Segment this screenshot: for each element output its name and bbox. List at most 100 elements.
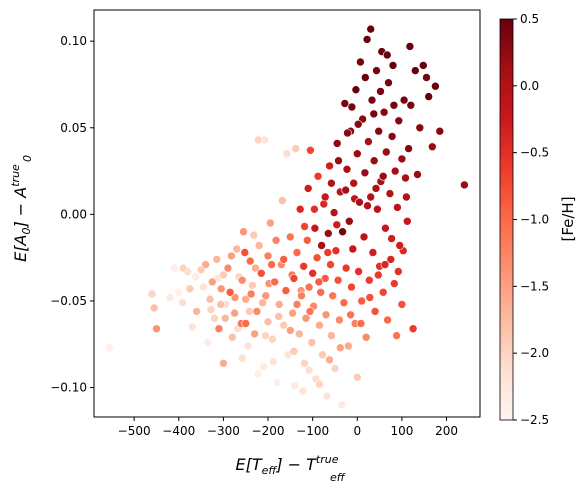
- colorbar-tick-label: −1.5: [520, 279, 549, 293]
- data-point: [325, 355, 334, 365]
- data-point: [272, 378, 282, 387]
- y-axis-label-mid: ] − A: [11, 187, 30, 229]
- y-tick-label: −0.10: [50, 381, 87, 395]
- data-point: [343, 128, 352, 138]
- data-point: [274, 300, 284, 309]
- data-point: [331, 246, 341, 255]
- y-axis-label: E[A0] − Atrue: [9, 164, 33, 262]
- data-point: [230, 293, 240, 302]
- data-point: [241, 294, 250, 304]
- data-point: [351, 85, 361, 94]
- data-point: [295, 204, 305, 214]
- x-tick-label: −100: [296, 424, 329, 438]
- data-point: [248, 281, 257, 290]
- data-point: [225, 287, 235, 297]
- data-point: [427, 142, 437, 152]
- data-point: [297, 291, 306, 301]
- data-point: [322, 391, 332, 401]
- data-point: [321, 310, 331, 320]
- data-point: [418, 61, 428, 70]
- data-point: [187, 322, 197, 332]
- data-point: [323, 229, 333, 238]
- data-point: [371, 184, 381, 193]
- data-point: [341, 185, 351, 195]
- data-point: [394, 116, 404, 126]
- y-tick-label: 0.10: [60, 34, 87, 48]
- data-point: [320, 192, 330, 202]
- data-point: [292, 248, 302, 257]
- data-point: [372, 66, 381, 75]
- data-point: [310, 223, 320, 233]
- data-point: [253, 135, 263, 145]
- data-point: [245, 256, 255, 266]
- data-point: [259, 362, 268, 372]
- data-point: [228, 332, 237, 342]
- data-point: [374, 126, 384, 136]
- data-point: [268, 334, 277, 344]
- data-point: [389, 101, 399, 110]
- data-point: [338, 227, 347, 236]
- data-point: [240, 248, 250, 257]
- colorbar-ticks: −2.5 −2.0 −1.5 −1.0 −0.5 0.0 0.5: [513, 12, 549, 427]
- data-point: [385, 189, 395, 198]
- x-tick-label: −300: [207, 424, 240, 438]
- data-point: [291, 144, 301, 153]
- data-point: [206, 305, 216, 314]
- data-point: [192, 307, 201, 316]
- data-point: [349, 178, 359, 188]
- data-point: [356, 57, 365, 67]
- data-point: [205, 294, 215, 304]
- data-point: [227, 251, 236, 261]
- colorbar-tick-label: −2.0: [520, 346, 549, 360]
- data-point: [393, 203, 402, 212]
- data-point: [279, 320, 289, 330]
- data-point: [364, 275, 374, 285]
- data-point: [346, 310, 355, 320]
- data-point: [270, 277, 280, 287]
- data-point: [170, 263, 179, 273]
- data-point: [435, 126, 445, 136]
- data-point: [152, 324, 161, 334]
- data-point: [252, 307, 262, 316]
- data-point: [285, 326, 295, 335]
- data-point: [431, 81, 440, 91]
- data-point: [402, 192, 411, 202]
- data-point: [356, 319, 366, 328]
- data-point: [304, 282, 314, 292]
- x-axis-label-sub: eff: [262, 464, 278, 477]
- data-point: [281, 286, 291, 295]
- data-point: [405, 42, 415, 51]
- data-point: [147, 289, 157, 299]
- data-point: [245, 307, 254, 316]
- data-point: [353, 120, 363, 129]
- y-axis-ticks: −0.10 −0.05 0.00 0.05 0.10: [50, 34, 94, 395]
- data-point: [327, 178, 336, 188]
- data-point: [399, 95, 409, 105]
- data-point: [381, 223, 390, 233]
- data-point: [328, 291, 338, 301]
- data-point: [369, 156, 379, 165]
- y-axis-label-sub2: 0: [21, 155, 34, 162]
- data-point: [267, 260, 276, 269]
- data-point: [365, 293, 375, 302]
- data-point: [410, 66, 420, 75]
- data-point: [310, 204, 319, 214]
- data-point: [388, 61, 398, 70]
- data-point: [290, 381, 300, 391]
- data-point: [271, 236, 281, 245]
- y-axis-label-sup: true: [9, 164, 22, 187]
- data-point: [383, 315, 392, 325]
- data-point: [256, 268, 266, 278]
- data-point: [292, 300, 302, 309]
- colorbar-tick-label: 0.5: [520, 12, 539, 26]
- data-point: [305, 307, 315, 316]
- data-point: [386, 255, 396, 264]
- data-point: [381, 147, 391, 157]
- data-point: [340, 99, 350, 108]
- data-point: [389, 279, 399, 288]
- data-point: [392, 331, 401, 340]
- data-point: [308, 268, 318, 278]
- data-point: [210, 313, 219, 323]
- colorbar-tick-label: −2.5: [520, 413, 549, 427]
